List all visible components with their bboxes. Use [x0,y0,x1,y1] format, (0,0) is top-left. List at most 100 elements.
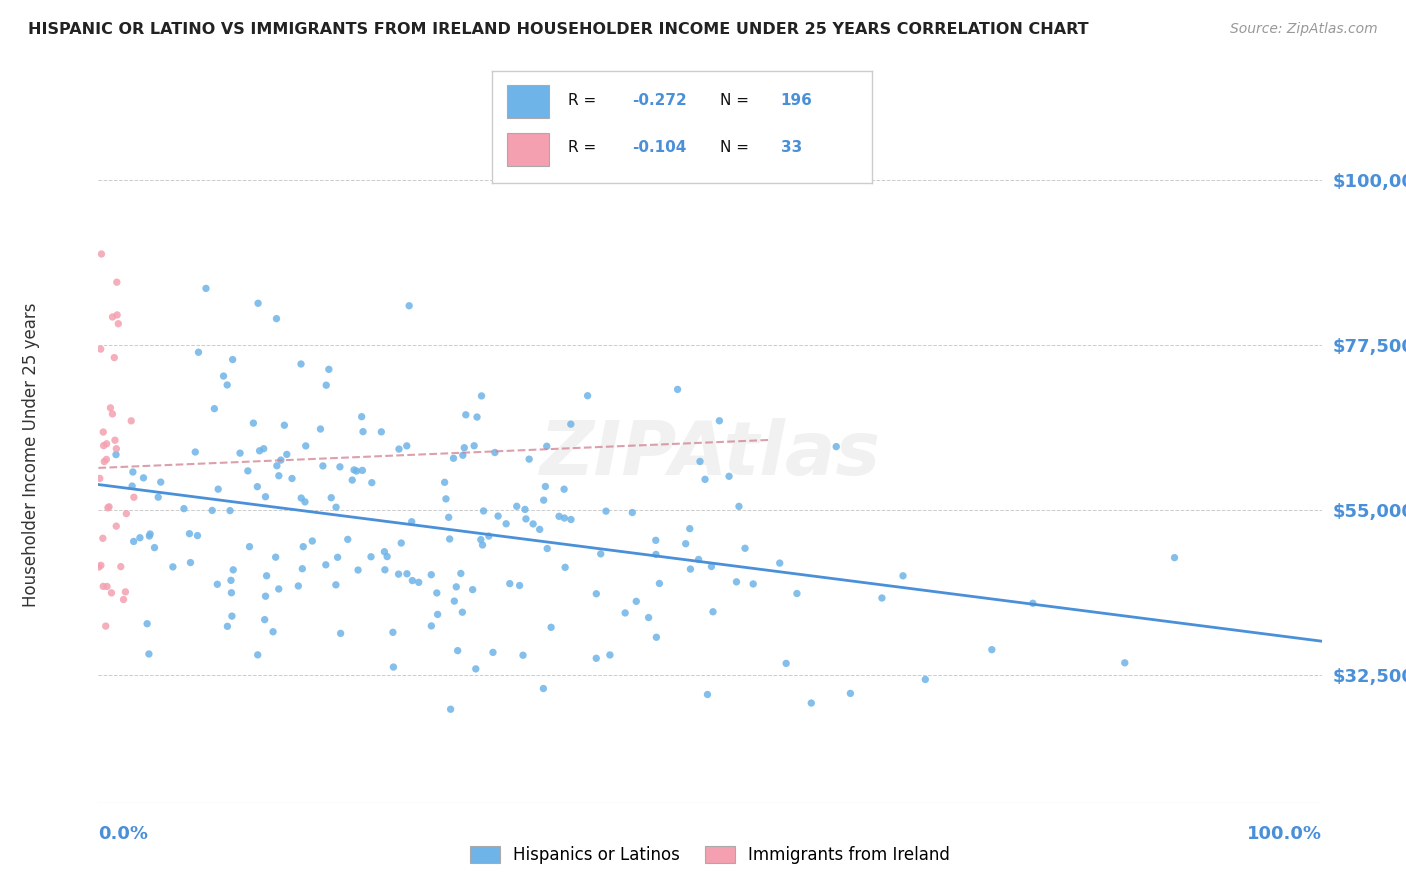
Point [212,369,235,384]
Point [238,540,260,554]
Point [553,482,575,496]
FancyBboxPatch shape [508,85,548,119]
Point [242,416,264,430]
Point [637,610,659,624]
Point [360,549,382,564]
Point [395,439,418,453]
Point [472,504,495,518]
Point [439,702,461,716]
Point [689,454,711,468]
Point [98,500,121,514]
Text: Householder Income Under 25 years: Householder Income Under 25 years [22,302,41,607]
Point [585,651,607,665]
Point [470,389,492,403]
Point [775,657,797,671]
Point [105,275,128,289]
Point [454,408,477,422]
Text: ZIPAtlas: ZIPAtlas [540,418,880,491]
Point [221,609,243,624]
Point [201,503,224,517]
Point [207,577,229,591]
Point [408,575,430,590]
Point [553,511,575,525]
Point [471,538,494,552]
Text: N =: N = [720,94,754,109]
Point [522,516,544,531]
Point [294,439,316,453]
Point [281,471,304,485]
Point [531,681,554,696]
Point [387,567,409,582]
Point [217,378,239,392]
Point [426,607,449,622]
Point [276,447,298,461]
Point [121,479,143,493]
Point [247,296,270,310]
Point [179,526,201,541]
Point [382,660,405,674]
Point [138,529,160,543]
Point [554,560,576,574]
Point [294,495,316,509]
Point [434,491,457,506]
Point [110,559,132,574]
Point [401,515,423,529]
Text: Source: ZipAtlas.com: Source: ZipAtlas.com [1230,22,1378,37]
Point [262,624,284,639]
Point [517,452,540,467]
Point [495,516,517,531]
Point [290,357,312,371]
Point [980,642,1002,657]
Point [115,507,138,521]
Point [482,645,505,659]
Point [512,648,534,663]
Point [443,594,465,608]
Point [336,533,359,547]
Point [529,522,551,536]
Text: HISPANIC OR LATINO VS IMMIGRANTS FROM IRELAND HOUSEHOLDER INCOME UNDER 25 YEARS : HISPANIC OR LATINO VS IMMIGRANTS FROM IR… [28,22,1088,37]
Point [202,401,225,416]
Point [426,586,449,600]
Point [325,578,347,592]
Text: -0.272: -0.272 [633,94,688,109]
Point [381,625,404,640]
Point [101,407,124,421]
Point [253,613,276,627]
Point [420,619,443,633]
Point [112,592,135,607]
Point [254,490,277,504]
Point [105,448,128,462]
Point [734,541,756,556]
Point [446,580,468,594]
Point [825,440,848,454]
Point [465,410,488,425]
Point [132,471,155,485]
Point [589,547,612,561]
Point [249,443,271,458]
Point [688,552,710,566]
Point [246,480,269,494]
Point [90,558,112,573]
Point [122,490,145,504]
Point [1163,550,1185,565]
Point [221,352,243,367]
Point [107,317,129,331]
Point [389,536,412,550]
Point [666,383,689,397]
Point [343,463,366,477]
Point [513,502,536,516]
FancyBboxPatch shape [508,133,548,166]
Point [560,417,582,432]
Point [447,643,470,657]
Point [484,445,506,459]
Point [342,473,364,487]
Point [136,616,159,631]
Point [312,458,335,473]
Point [291,562,314,576]
Point [253,442,276,456]
Point [270,453,292,467]
Point [621,506,644,520]
Point [1022,596,1045,610]
Point [914,673,936,687]
Point [315,378,337,392]
